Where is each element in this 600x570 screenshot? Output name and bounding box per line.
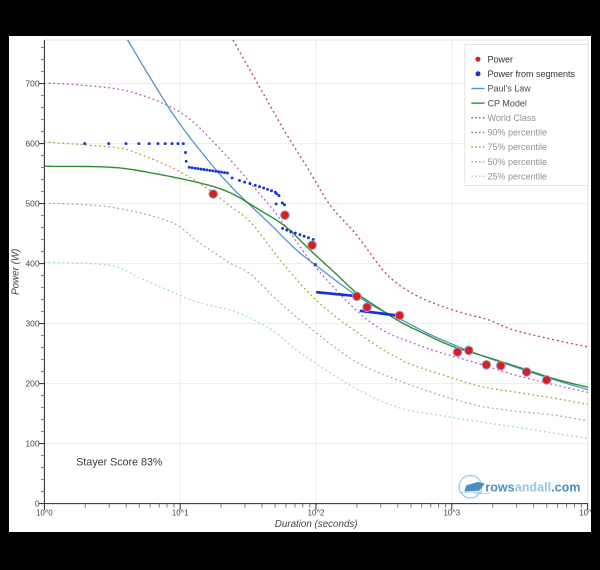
svg-text:25% percentile: 25% percentile — [488, 172, 548, 182]
svg-text:10^0: 10^0 — [36, 509, 53, 518]
svg-text:Duration (seconds): Duration (seconds) — [275, 519, 358, 530]
svg-text:100: 100 — [26, 439, 40, 449]
svg-text:Power from segments: Power from segments — [488, 69, 576, 79]
svg-text:50% percentile: 50% percentile — [488, 157, 548, 167]
svg-text:10^1: 10^1 — [172, 509, 189, 518]
svg-text:700: 700 — [26, 79, 40, 89]
svg-text:90% percentile: 90% percentile — [488, 128, 548, 138]
svg-text:rowsandall.com: rowsandall.com — [485, 481, 580, 495]
svg-text:400: 400 — [26, 259, 40, 269]
svg-text:500: 500 — [26, 199, 40, 209]
svg-text:Stayer Score 83%: Stayer Score 83% — [76, 457, 163, 469]
svg-text:0: 0 — [35, 499, 40, 509]
svg-text:CP Model: CP Model — [488, 98, 527, 108]
svg-text:10^3: 10^3 — [443, 509, 460, 518]
svg-text:World Class: World Class — [488, 113, 537, 123]
svg-text:Power (W): Power (W) — [11, 249, 22, 295]
svg-text:Power: Power — [488, 54, 514, 64]
svg-text:10^4: 10^4 — [579, 509, 591, 518]
svg-text:300: 300 — [26, 319, 40, 329]
svg-text:200: 200 — [26, 379, 40, 389]
svg-text:600: 600 — [26, 139, 40, 149]
svg-text:Paul's Law: Paul's Law — [488, 84, 532, 94]
svg-text:75% percentile: 75% percentile — [488, 142, 548, 152]
svg-text:10^2: 10^2 — [308, 509, 325, 518]
